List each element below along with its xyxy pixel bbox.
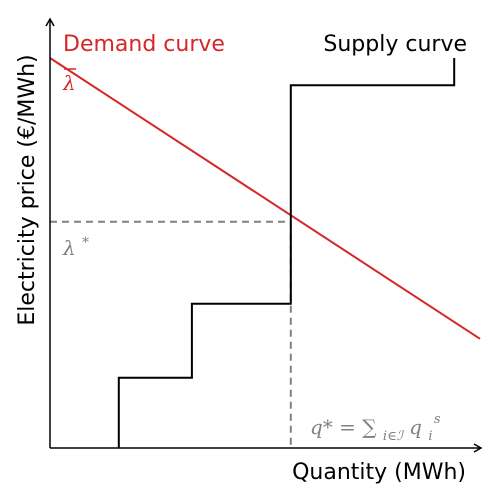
q-star-subscript: i∈ℐ [383,429,405,444]
y-axis-label: Electricity price (€/MWh) [15,54,40,325]
q-star-superscript-s: s [434,412,441,427]
q-star-subscript-i: i [428,429,432,444]
demand-curve-label: Demand curve [63,32,225,57]
supply-curve-label: Supply curve [323,32,467,57]
supply-curve-line [117,58,456,448]
lambda-bar-annotation: λ [62,68,76,95]
lambda-bar-symbol: λ [62,71,76,95]
q-star-annotation: q* = ∑ i∈ℐ q i s [310,412,441,445]
q-star-main: q* = ∑ [310,415,377,439]
lambda-star-symbol: λ [62,236,76,260]
lambda-star-annotation: λ * [62,235,89,260]
q-star-q: q [409,415,422,439]
lambda-star-superscript: * [82,235,89,251]
demand-curve-line [49,57,481,340]
axes [45,17,483,453]
x-axis-label: Quantity (MWh) [292,460,466,485]
